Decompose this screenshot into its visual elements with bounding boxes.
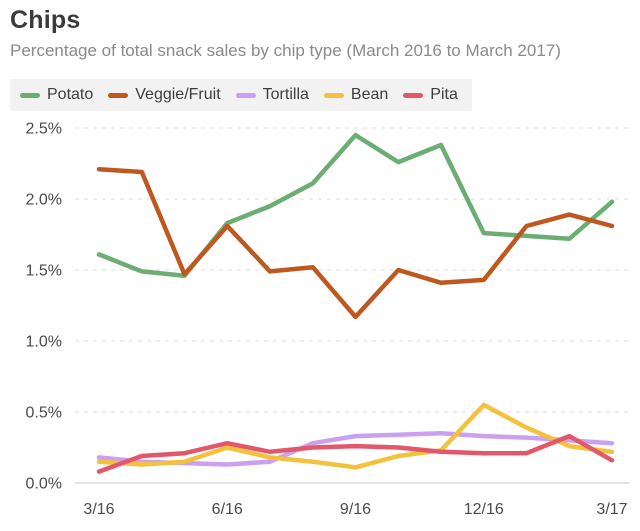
y-axis-tick-label: 2.0% xyxy=(26,192,62,209)
chips-line-chart: 0.0% 0.5% 1.0% 1.5% 2.0% 2.5% 3/16 6/16 9/16 12/1… xyxy=(26,121,630,518)
legend-swatch-icon xyxy=(323,92,344,98)
series-line-veggie-fruit xyxy=(96,166,615,320)
legend-swatch-icon xyxy=(403,92,424,98)
legend-label: Pita xyxy=(430,86,458,103)
legend-item-potato: Potato xyxy=(20,86,93,104)
legend: Potato Veggie/Fruit Tortilla Bean Pita xyxy=(10,79,472,111)
page-title: Chips xyxy=(10,6,81,34)
legend-label: Tortilla xyxy=(262,86,309,103)
legend-swatch-icon xyxy=(108,92,129,98)
chart-subtitle: Percentage of total snack sales by chip … xyxy=(10,41,561,60)
x-axis-tick-label: 12/16 xyxy=(464,501,504,518)
x-axis-tick-label: 6/16 xyxy=(212,501,243,518)
series-line-pita xyxy=(96,433,615,474)
y-axis-tick-label: 0.0% xyxy=(26,476,62,493)
legend-item-tortilla: Tortilla xyxy=(235,86,309,104)
legend-label: Potato xyxy=(47,86,94,103)
legend-label: Bean xyxy=(350,86,389,103)
y-axis-tick-label: 2.5% xyxy=(26,121,62,138)
legend-swatch-icon xyxy=(20,92,40,98)
y-axis-tick-label: 1.0% xyxy=(26,334,62,351)
series-line-bean xyxy=(96,402,615,470)
legend-label: Veggie/Fruit xyxy=(135,86,221,103)
legend-item-veggie-fruit: Veggie/Fruit xyxy=(108,86,221,104)
y-axis-tick-label: 1.5% xyxy=(26,263,62,280)
legend-item-bean: Bean xyxy=(323,86,389,104)
x-axis-tick-label: 9/16 xyxy=(340,501,371,518)
legend-swatch-icon xyxy=(235,92,256,98)
y-axis-tick-label: 0.5% xyxy=(26,405,62,422)
x-axis-tick-label: 3/17 xyxy=(596,501,627,518)
x-axis-tick-label: 3/16 xyxy=(83,501,114,518)
legend-item-pita: Pita xyxy=(403,86,458,104)
